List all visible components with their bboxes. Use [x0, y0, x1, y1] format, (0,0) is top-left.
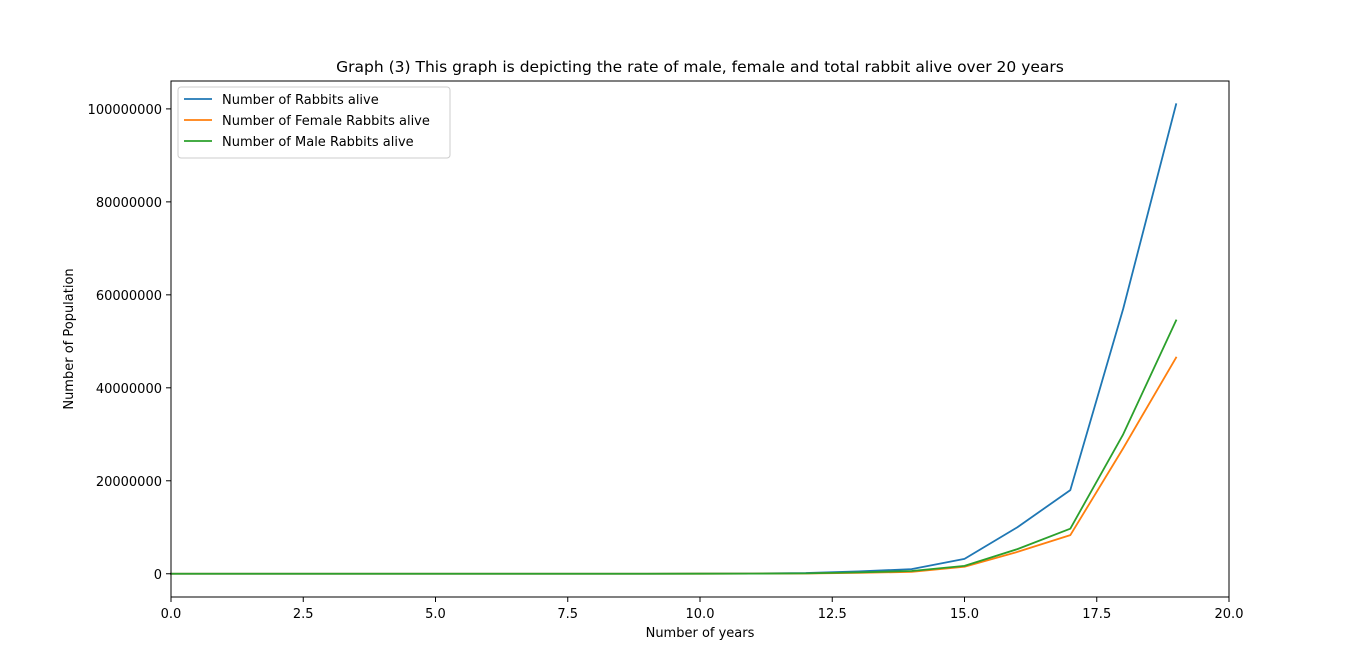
- plot-area: [171, 81, 1229, 597]
- legend-label-1: Number of Rabbits alive: [222, 93, 379, 108]
- x-tick-label: 7.5: [557, 607, 578, 622]
- series-line-3: [170, 319, 1178, 575]
- x-tick-label: 17.5: [1082, 607, 1111, 622]
- y-axis-label: Number of Population: [62, 268, 77, 409]
- x-tick-label: 10.0: [686, 607, 715, 622]
- y-tick-label: 0: [154, 568, 162, 583]
- x-tick-label: 5.0: [425, 607, 446, 622]
- x-tick-label: 2.5: [293, 607, 314, 622]
- legend-label-2: Number of Female Rabbits alive: [222, 114, 430, 129]
- x-tick-label: 12.5: [818, 607, 847, 622]
- legend: Number of Rabbits alive Number of Female …: [177, 86, 451, 159]
- x-tick-label: 20.0: [1215, 607, 1244, 622]
- y-tick-label: 40000000: [96, 382, 162, 397]
- x-axis-label: Number of years: [646, 626, 755, 641]
- axes-layer: 0.0 2.5 5.0 7.5 10.0 12.5 15.0 17.5 20.0 0 2000000…: [88, 80, 1244, 622]
- legend-label-3: Number of Male Rabbits alive: [222, 135, 414, 150]
- y-tick-label: 100000000: [88, 103, 162, 118]
- y-tick-label: 20000000: [96, 475, 162, 490]
- x-tick-label: 0.0: [161, 607, 182, 622]
- x-tick-label: 15.0: [950, 607, 979, 622]
- y-tick-label: 80000000: [96, 196, 162, 211]
- y-tick-label: 60000000: [96, 289, 162, 304]
- chart-title: Graph (3) This graph is depicting the ra…: [336, 58, 1064, 76]
- series-layer: [170, 103, 1178, 575]
- plot-background: [171, 81, 1229, 597]
- legend-box: [177, 86, 451, 159]
